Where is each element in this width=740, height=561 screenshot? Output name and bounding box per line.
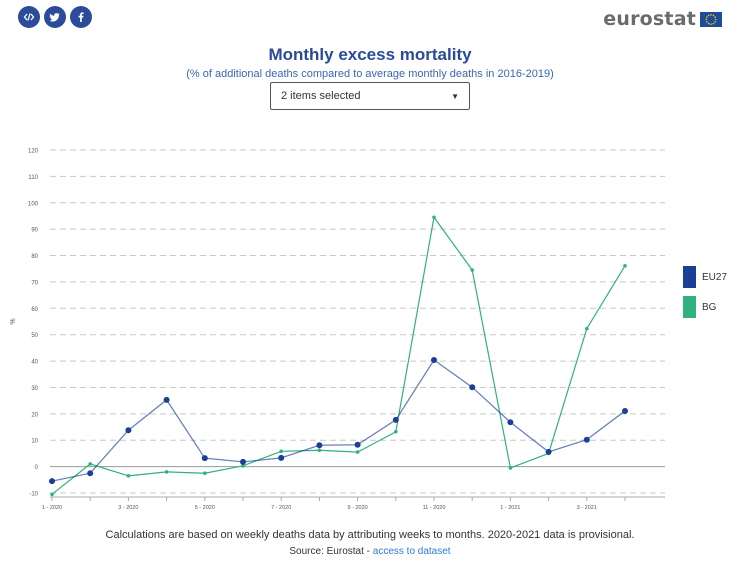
data-point-bg (203, 471, 207, 476)
footer-source: Source: Eurostat - access to dataset (0, 546, 740, 557)
data-point-bg (88, 462, 92, 466)
embed-button[interactable] (18, 6, 40, 28)
x-tick-label: 3 - 2021 (577, 505, 597, 511)
chart-subtitle: (% of additional deaths compared to aver… (186, 68, 554, 80)
data-point-bg (279, 449, 284, 454)
eu-flag-icon (700, 11, 722, 27)
facebook-button[interactable] (70, 6, 92, 28)
data-point-eu27 (163, 396, 170, 403)
data-point-bg (317, 448, 322, 453)
source-prefix: Source: Eurostat - (289, 546, 373, 557)
y-tick-label: 110 (28, 175, 38, 181)
data-point-eu27 (87, 470, 94, 477)
data-point-eu27 (125, 427, 132, 434)
data-point-bg (50, 492, 54, 497)
brand-name: eurostat (603, 8, 696, 30)
y-tick-label: 20 (31, 412, 38, 418)
data-point-eu27 (49, 478, 55, 485)
eurostat-logo[interactable]: eurostat (603, 8, 722, 30)
y-tick-label: 70 (31, 280, 38, 286)
data-point-bg (623, 264, 627, 268)
twitter-icon (49, 13, 60, 22)
data-point-eu27 (507, 419, 514, 426)
data-point-bg (394, 429, 398, 434)
data-point-eu27 (583, 436, 590, 443)
data-point-bg (585, 326, 589, 331)
x-tick-label: 11 - 2020 (423, 505, 446, 511)
data-point-bg (241, 464, 245, 468)
data-point-eu27 (431, 357, 437, 364)
data-point-bg (470, 268, 475, 272)
legend-label-eu27: EU27 (702, 271, 728, 283)
dataset-link[interactable]: access to dataset (372, 546, 451, 557)
embed-icon (23, 13, 35, 21)
data-point-eu27 (354, 441, 361, 448)
x-tick-label: 1 - 2020 (42, 505, 62, 511)
x-tick-label: 9 - 2020 (348, 505, 368, 511)
share-bar (18, 6, 92, 28)
legend-item-bg[interactable]: BG (683, 296, 727, 318)
legend-swatch-eu27 (683, 266, 696, 288)
y-tick-label: 0 (35, 465, 39, 471)
x-tick-label: 3 - 2020 (118, 505, 138, 511)
series-line-eu27 (51, 359, 626, 482)
data-point-eu27 (469, 384, 476, 391)
y-tick-label: 120 (28, 149, 39, 155)
y-tick-label: 40 (31, 360, 38, 366)
y-axis-label: % (10, 318, 17, 324)
y-tick-label: 50 (31, 333, 38, 339)
facebook-icon (78, 12, 84, 22)
data-point-eu27 (201, 455, 208, 462)
data-point-eu27 (545, 448, 552, 455)
twitter-button[interactable] (44, 6, 66, 28)
selector-label: 2 items selected (281, 90, 361, 102)
y-tick-label: 60 (31, 307, 38, 313)
footer-note: Calculations are based on weekly deaths … (105, 529, 635, 541)
y-tick-label: 10 (31, 439, 38, 445)
data-point-eu27 (278, 454, 285, 461)
x-tick-label: 7 - 2020 (271, 505, 291, 511)
series-line-bg (51, 215, 626, 495)
legend: EU27 BG (683, 266, 727, 326)
data-point-eu27 (316, 442, 323, 449)
data-point-bg (126, 474, 131, 478)
legend-item-eu27[interactable]: EU27 (683, 266, 727, 288)
y-tick-label: 100 (28, 201, 39, 207)
x-tick-label: 5 - 2020 (195, 505, 215, 511)
caret-down-icon: ▼ (451, 91, 459, 101)
data-point-bg (432, 215, 436, 220)
data-point-bg (508, 466, 513, 470)
data-point-eu27 (392, 416, 399, 423)
data-point-bg (164, 470, 169, 474)
x-tick-label: 1 - 2021 (500, 505, 520, 511)
legend-swatch-bg (683, 296, 696, 318)
data-point-eu27 (622, 407, 628, 414)
y-tick-label: 30 (31, 386, 38, 392)
chart-title: Monthly excess mortality (268, 45, 472, 64)
data-point-eu27 (240, 458, 246, 465)
data-point-bg (355, 450, 360, 454)
legend-label-bg: BG (702, 301, 717, 313)
y-tick-label: -10 (29, 492, 38, 498)
country-selector[interactable]: 2 items selected ▼ (270, 82, 470, 110)
y-tick-label: 90 (31, 228, 38, 234)
y-tick-label: 80 (31, 254, 38, 260)
